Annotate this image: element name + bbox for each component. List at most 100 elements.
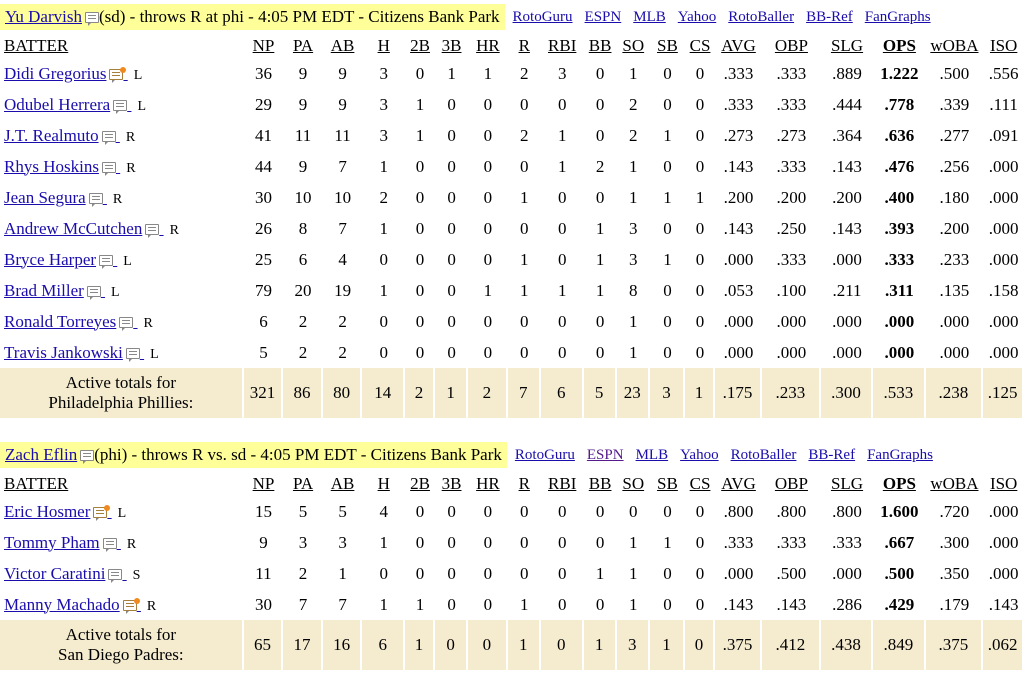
column-header-woba[interactable]: wOBA — [930, 474, 979, 493]
column-header-batter[interactable]: BATTER — [4, 474, 69, 493]
notes-link[interactable] — [86, 188, 107, 208]
column-header-rbi[interactable]: RBI — [548, 474, 577, 493]
link-yahoo[interactable]: Yahoo — [677, 8, 717, 25]
link-rotoguru[interactable]: RotoGuru — [514, 446, 575, 463]
notes-link[interactable] — [110, 95, 131, 115]
column-header-bb[interactable]: BB — [588, 474, 612, 493]
notes-icon[interactable] — [125, 348, 140, 363]
notes-link[interactable] — [96, 250, 117, 270]
notes-icon[interactable] — [145, 224, 160, 239]
batter-name-link[interactable]: Brad Miller — [4, 280, 84, 300]
column-header-batter[interactable]: BATTER — [4, 36, 69, 55]
link-mlb[interactable]: MLB — [633, 8, 666, 25]
column-header-obp[interactable]: OBP — [774, 36, 808, 55]
link-espn[interactable]: ESPN — [586, 446, 624, 463]
notes-icon[interactable] — [99, 255, 114, 270]
link-fangraphs[interactable]: FanGraphs — [867, 446, 933, 463]
column-header-so[interactable]: SO — [622, 474, 645, 493]
notes-link[interactable] — [99, 157, 120, 177]
column-header-rbi[interactable]: RBI — [548, 36, 577, 55]
column-header-avg[interactable]: AVG — [721, 36, 756, 55]
column-header-sb[interactable]: SB — [657, 36, 678, 55]
notes-icon[interactable] — [102, 538, 117, 553]
link-bb-ref[interactable]: BB-Ref — [806, 8, 853, 25]
notes-link[interactable] — [123, 343, 144, 363]
column-header-ops[interactable]: OPS — [882, 36, 916, 55]
column-header-so[interactable]: SO — [622, 36, 645, 55]
batter-name-link[interactable]: Travis Jankowski — [4, 342, 123, 362]
news-notes-icon[interactable] — [93, 505, 111, 522]
link-yahoo[interactable]: Yahoo — [680, 446, 719, 463]
column-header-slg[interactable]: SLG — [830, 474, 864, 493]
column-header-h[interactable]: H — [377, 474, 390, 493]
column-header-bb[interactable]: BB — [588, 36, 612, 55]
column-header-slg[interactable]: SLG — [830, 36, 864, 55]
link-rotoballer[interactable]: RotoBaller — [728, 8, 795, 25]
column-header-3b[interactable]: 3B — [441, 36, 462, 55]
notes-icon[interactable] — [101, 131, 116, 146]
notes-link[interactable] — [106, 64, 127, 84]
column-header-sb[interactable]: SB — [657, 474, 678, 493]
batter-name-link[interactable]: Odubel Herrera — [4, 94, 111, 114]
column-header-ab[interactable]: AB — [330, 36, 355, 55]
pitcher-name-link[interactable]: Zach Eflin — [5, 445, 78, 464]
column-header-2b[interactable]: 2B — [410, 36, 430, 55]
notes-icon[interactable] — [80, 449, 95, 464]
link-rotoballer[interactable]: RotoBaller — [730, 446, 797, 463]
column-header-hr[interactable]: HR — [476, 474, 500, 493]
notes-icon[interactable] — [84, 11, 99, 26]
column-header-np[interactable]: NP — [252, 36, 275, 55]
column-header-woba[interactable]: wOBA — [930, 36, 979, 55]
news-notes-icon[interactable] — [109, 67, 127, 84]
column-header-hr[interactable]: HR — [476, 36, 500, 55]
notes-link[interactable] — [84, 281, 105, 301]
column-header-cs[interactable]: CS — [689, 474, 711, 493]
news-notes-icon[interactable] — [122, 598, 140, 615]
batter-name-link[interactable]: Eric Hosmer — [4, 501, 91, 521]
column-header-obp[interactable]: OBP — [774, 474, 808, 493]
notes-link[interactable] — [120, 595, 141, 615]
batter-name-link[interactable]: Tommy Pham — [4, 532, 100, 552]
column-header-np[interactable]: NP — [252, 474, 275, 493]
notes-link[interactable] — [105, 564, 126, 584]
column-header-ops[interactable]: OPS — [882, 474, 916, 493]
column-header-pa[interactable]: PA — [292, 36, 314, 55]
link-rotoguru[interactable]: RotoGuru — [512, 8, 573, 25]
column-header-ab[interactable]: AB — [330, 474, 355, 493]
link-mlb[interactable]: MLB — [635, 446, 669, 463]
pitcher-name-link[interactable]: Yu Darvish — [5, 7, 82, 26]
column-header-iso[interactable]: ISO — [989, 474, 1018, 493]
notes-link[interactable] — [142, 219, 163, 239]
column-header-r[interactable]: R — [518, 36, 530, 55]
notes-link[interactable] — [116, 312, 137, 332]
notes-icon[interactable] — [88, 193, 103, 208]
batter-name-link[interactable]: J.T. Realmuto — [4, 125, 99, 145]
column-header-2b[interactable]: 2B — [410, 474, 430, 493]
batter-name-link[interactable]: Victor Caratini — [4, 563, 106, 583]
column-header-cs[interactable]: CS — [689, 36, 711, 55]
notes-icon[interactable] — [101, 162, 116, 177]
batter-name-link[interactable]: Ronald Torreyes — [4, 311, 117, 331]
column-header-3b[interactable]: 3B — [441, 474, 462, 493]
link-fangraphs[interactable]: FanGraphs — [864, 8, 931, 25]
batter-name-link[interactable]: Jean Segura — [4, 187, 86, 207]
notes-link[interactable] — [100, 533, 121, 553]
column-header-avg[interactable]: AVG — [721, 474, 756, 493]
batter-name-link[interactable]: Rhys Hoskins — [4, 156, 99, 176]
link-bb-ref[interactable]: BB-Ref — [808, 446, 856, 463]
link-espn[interactable]: ESPN — [584, 8, 622, 25]
notes-link[interactable] — [99, 126, 120, 146]
column-header-h[interactable]: H — [377, 36, 390, 55]
notes-icon[interactable] — [86, 286, 101, 301]
column-header-pa[interactable]: PA — [292, 474, 314, 493]
notes-icon[interactable] — [113, 100, 128, 115]
batter-name-link[interactable]: Bryce Harper — [4, 249, 97, 269]
batter-name-link[interactable]: Andrew McCutchen — [4, 218, 143, 238]
column-header-iso[interactable]: ISO — [989, 36, 1018, 55]
batter-name-link[interactable]: Didi Gregorius — [4, 63, 107, 83]
batter-name-link[interactable]: Manny Machado — [4, 594, 120, 614]
notes-icon[interactable] — [108, 569, 123, 584]
notes-link[interactable] — [90, 502, 111, 522]
notes-icon[interactable] — [119, 317, 134, 332]
column-header-r[interactable]: R — [518, 474, 530, 493]
